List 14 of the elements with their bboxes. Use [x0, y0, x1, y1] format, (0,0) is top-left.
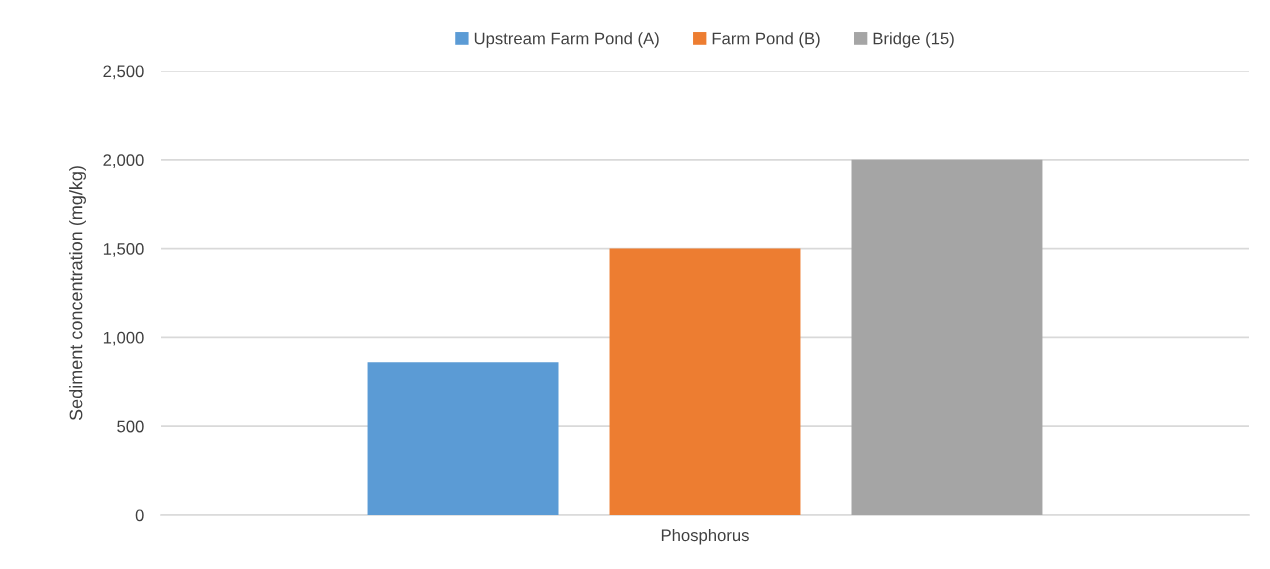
y-tick-label: 1,500: [103, 243, 144, 257]
y-tick-label: 2,500: [103, 65, 144, 80]
y-tick-label: 1,000: [103, 331, 144, 346]
bar: [367, 362, 559, 515]
bar: [609, 248, 801, 515]
y-axis-title: Sediment concentration (mg/kg): [69, 166, 86, 421]
y-tick-label: 0: [135, 509, 144, 522]
y-tick-label: 2,000: [103, 154, 144, 168]
legend-label: Farm Pond (B): [712, 32, 820, 48]
x-tick-label: Phosphorus: [661, 528, 749, 545]
legend-label: Upstream Farm Pond (A): [474, 32, 659, 48]
y-tick-label: 500: [117, 420, 144, 433]
legend-label: Bridge (15): [873, 32, 954, 48]
bar: [851, 159, 1043, 515]
